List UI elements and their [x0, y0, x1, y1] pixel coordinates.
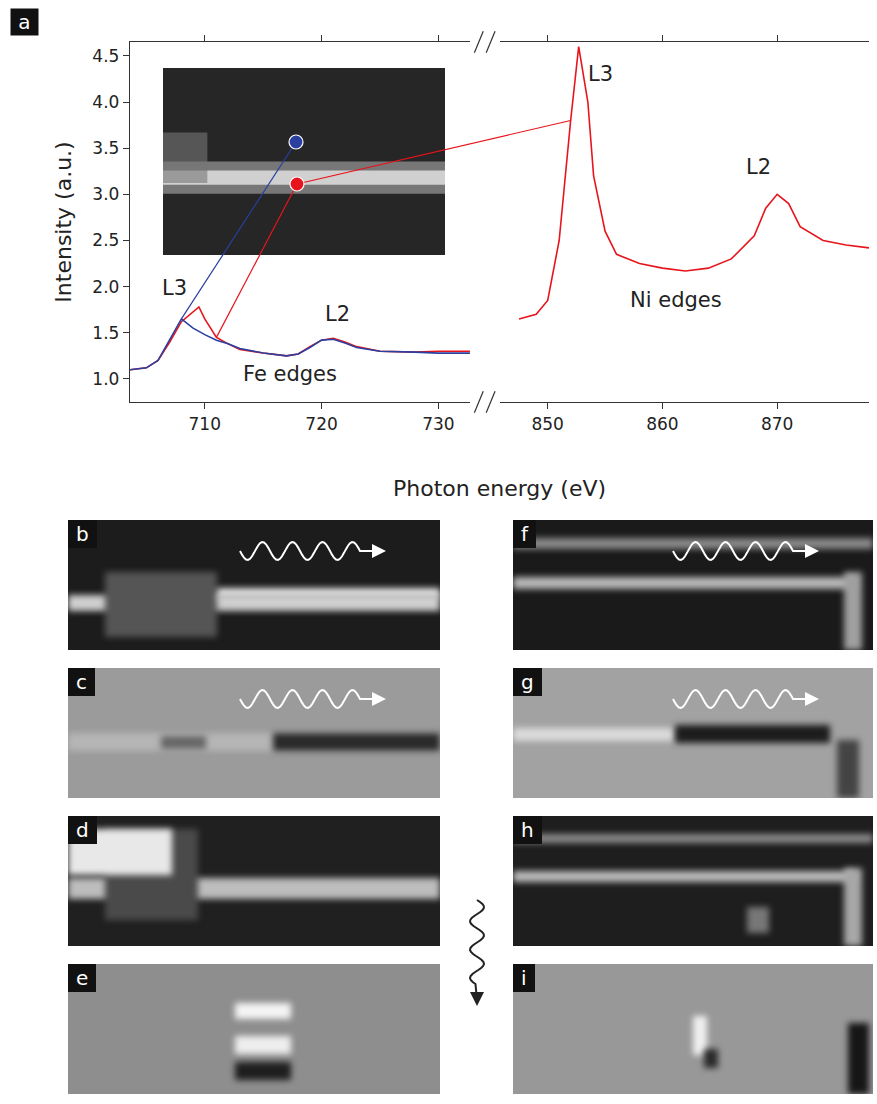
svg-text:3.0: 3.0 [92, 184, 119, 204]
svg-text:1.0: 1.0 [92, 369, 119, 389]
svg-text:4.5: 4.5 [92, 46, 119, 66]
svg-text:L3: L3 [588, 62, 613, 86]
svg-text:860: 860 [646, 414, 678, 434]
html-text:e: e [76, 966, 89, 990]
svg-text:850: 850 [531, 414, 563, 434]
svg-text:2.0: 2.0 [92, 277, 119, 297]
html-text:i: i [521, 966, 527, 990]
svg-text:3.5: 3.5 [92, 138, 119, 158]
svg-text:1.5: 1.5 [92, 323, 119, 343]
svg-text:870: 870 [761, 414, 793, 434]
svg-text:Ni edges: Ni edges [630, 288, 722, 312]
svg-text:2.5: 2.5 [92, 230, 119, 250]
html-text:g: g [521, 670, 534, 694]
svg-text:710: 710 [189, 414, 221, 434]
svg-text:Intensity (a.u.): Intensity (a.u.) [51, 141, 76, 302]
html-text:f: f [521, 522, 528, 546]
html-text:c: c [76, 670, 87, 694]
svg-text:L2: L2 [746, 155, 771, 179]
html-text:d: d [76, 818, 89, 842]
svg-text:720: 720 [305, 414, 337, 434]
svg-text:L3: L3 [162, 276, 187, 300]
html-text:b: b [76, 522, 89, 546]
svg-text:4.0: 4.0 [92, 92, 119, 112]
svg-text:Photon energy (eV): Photon energy (eV) [393, 476, 606, 501]
svg-text:a: a [12, 10, 37, 34]
svg-text:L2: L2 [325, 302, 350, 326]
svg-text:Fe edges: Fe edges [243, 362, 337, 386]
html-text:h: h [521, 818, 534, 842]
svg-text:730: 730 [422, 414, 454, 434]
